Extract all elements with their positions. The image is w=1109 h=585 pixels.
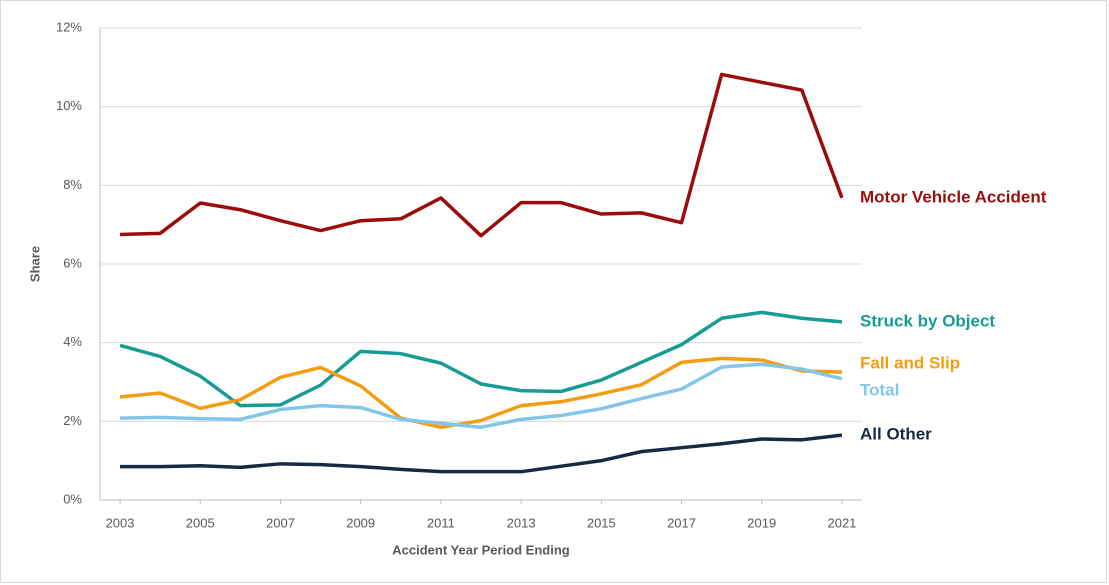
x-axis-title: Accident Year Period Ending — [392, 542, 570, 557]
series-line — [120, 433, 843, 474]
x-tick-label: 2007 — [266, 515, 295, 530]
y-tick-label: 8% — [63, 177, 82, 192]
x-tick-label: 2009 — [346, 515, 375, 530]
y-tick-label: 10% — [56, 98, 82, 113]
x-tick-label: 2015 — [587, 515, 616, 530]
series-line — [120, 362, 843, 429]
x-tick-label: 2021 — [827, 515, 856, 530]
y-axis-title: Share — [27, 246, 42, 282]
series-label: Struck by Object — [860, 311, 995, 330]
series-label: Motor Vehicle Accident — [860, 187, 1047, 206]
y-tick-label: 4% — [63, 334, 82, 349]
series-line — [119, 356, 842, 429]
x-tick-label: 2017 — [667, 515, 696, 530]
y-tick-label: 6% — [63, 255, 82, 270]
series-label: Fall and Slip — [860, 354, 960, 373]
series-line — [120, 72, 844, 238]
x-tick-label: 2003 — [106, 515, 135, 530]
y-tick-label: 12% — [56, 19, 82, 34]
y-tick-label: 0% — [63, 491, 82, 506]
x-tick-label: 2019 — [747, 515, 776, 530]
x-tick-label: 2011 — [427, 515, 455, 530]
series-line — [119, 310, 843, 408]
series-label: All Other — [860, 425, 932, 444]
x-tick-label: 2005 — [186, 515, 215, 530]
series-label: Total — [860, 380, 899, 399]
x-tick-label: 2013 — [507, 515, 536, 530]
y-tick-label: 2% — [63, 413, 82, 428]
